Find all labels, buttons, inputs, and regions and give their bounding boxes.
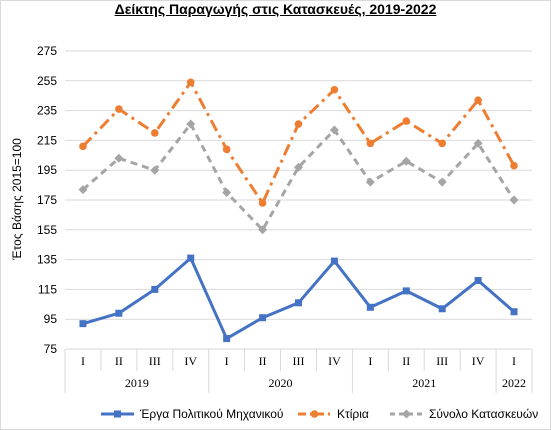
- data-point: [473, 138, 483, 148]
- y-tick-label: 215: [37, 133, 57, 147]
- data-point: [474, 276, 482, 284]
- legend: Έργα Πολιτικού Μηχανικού Κτίρια Σύνολο Κατ…: [101, 407, 538, 421]
- data-point: [437, 177, 447, 187]
- data-point: [151, 285, 159, 293]
- y-tick-label: 175: [37, 193, 57, 207]
- data-point: [259, 314, 267, 322]
- data-point: [402, 287, 410, 295]
- legend-label: Σύνολο Κατασκευών: [429, 407, 538, 421]
- data-point: [509, 195, 519, 205]
- x-tick-label: III: [293, 354, 305, 368]
- x-tick-label: III: [436, 354, 448, 368]
- legend-item: Έργα Πολιτικού Μηχανικού: [101, 407, 283, 421]
- x-tick-label: II: [259, 354, 267, 368]
- x-tick-label: II: [402, 354, 410, 368]
- data-point: [402, 117, 411, 125]
- legend-item: Σύνολο Κατασκευών: [390, 407, 538, 421]
- series-line: [81, 80, 516, 205]
- x-group-label: 2020: [269, 376, 293, 390]
- x-tick-label: I: [225, 354, 229, 368]
- legend-marker: [310, 410, 319, 418]
- x-tick-label: I: [81, 354, 85, 368]
- grid-lines: [65, 50, 532, 350]
- data-point: [115, 309, 123, 317]
- y-tick-label: 195: [37, 163, 57, 177]
- data-point: [114, 153, 124, 163]
- data-point: [365, 177, 375, 187]
- legend-item: Κτίρια: [298, 407, 369, 421]
- y-tick-label: 135: [37, 253, 57, 267]
- y-tick-label: 155: [37, 223, 57, 237]
- x-tick-label: I: [512, 354, 516, 368]
- x-tick-label: II: [115, 354, 123, 368]
- legend-label: Κτίρια: [337, 407, 369, 421]
- series-line: [81, 122, 516, 232]
- x-tick-label: IV: [184, 354, 197, 368]
- y-tick-label: 95: [44, 312, 58, 326]
- data-point: [474, 96, 482, 104]
- data-point: [258, 199, 267, 207]
- data-point: [366, 139, 375, 148]
- data-point: [79, 320, 87, 328]
- data-point: [366, 303, 374, 311]
- y-tick-label: 115: [38, 282, 57, 296]
- y-tick-label: 255: [37, 74, 57, 88]
- data-point: [187, 254, 195, 262]
- data-point: [294, 120, 303, 128]
- legend-label: Έργα Πολιτικού Μηχανικού: [139, 407, 283, 421]
- x-group-label: 2022: [502, 376, 526, 390]
- data-point: [329, 125, 339, 135]
- data-point: [510, 308, 518, 316]
- y-axis-label: Έτος Βάσης 2015=100: [10, 138, 24, 261]
- data-point: [150, 165, 160, 175]
- y-tick-label: 275: [37, 44, 57, 58]
- series-0: [79, 254, 518, 343]
- data-point: [186, 119, 196, 129]
- data-point: [438, 305, 446, 313]
- series-line: [82, 256, 516, 341]
- y-axis-ticks: 75 95 115 135 155 175 195 215 235 255 275: [37, 44, 57, 356]
- data-point: [186, 78, 195, 87]
- data-point: [115, 105, 123, 113]
- data-point: [258, 225, 268, 235]
- series-1: [79, 78, 518, 207]
- data-point: [438, 139, 446, 148]
- data-point: [294, 162, 303, 172]
- x-tick-label: III: [149, 354, 161, 368]
- x-group-label: 2019: [125, 376, 149, 390]
- x-tick-label: IV: [328, 354, 341, 368]
- series-group: [78, 78, 519, 343]
- data-point: [330, 85, 339, 94]
- data-point: [223, 335, 231, 343]
- legend-marker: [402, 409, 411, 419]
- x-group-label: 2021: [412, 376, 436, 390]
- x-tick-label: IV: [472, 354, 485, 368]
- data-point: [222, 188, 232, 198]
- data-point: [330, 257, 338, 265]
- data-point: [222, 145, 231, 154]
- series-2: [78, 119, 519, 235]
- data-point: [151, 129, 159, 137]
- legend-marker: [114, 410, 121, 418]
- data-point: [78, 185, 88, 195]
- chart-title: Δείκτης Παραγωγής στις Κατασκευές, 2019-…: [114, 1, 437, 17]
- data-point: [510, 161, 518, 170]
- data-point: [79, 142, 87, 151]
- data-point: [401, 156, 411, 166]
- y-tick-label: 235: [37, 104, 57, 118]
- x-tick-label: I: [368, 354, 372, 368]
- data-point: [295, 299, 302, 307]
- y-tick-label: 75: [44, 342, 58, 356]
